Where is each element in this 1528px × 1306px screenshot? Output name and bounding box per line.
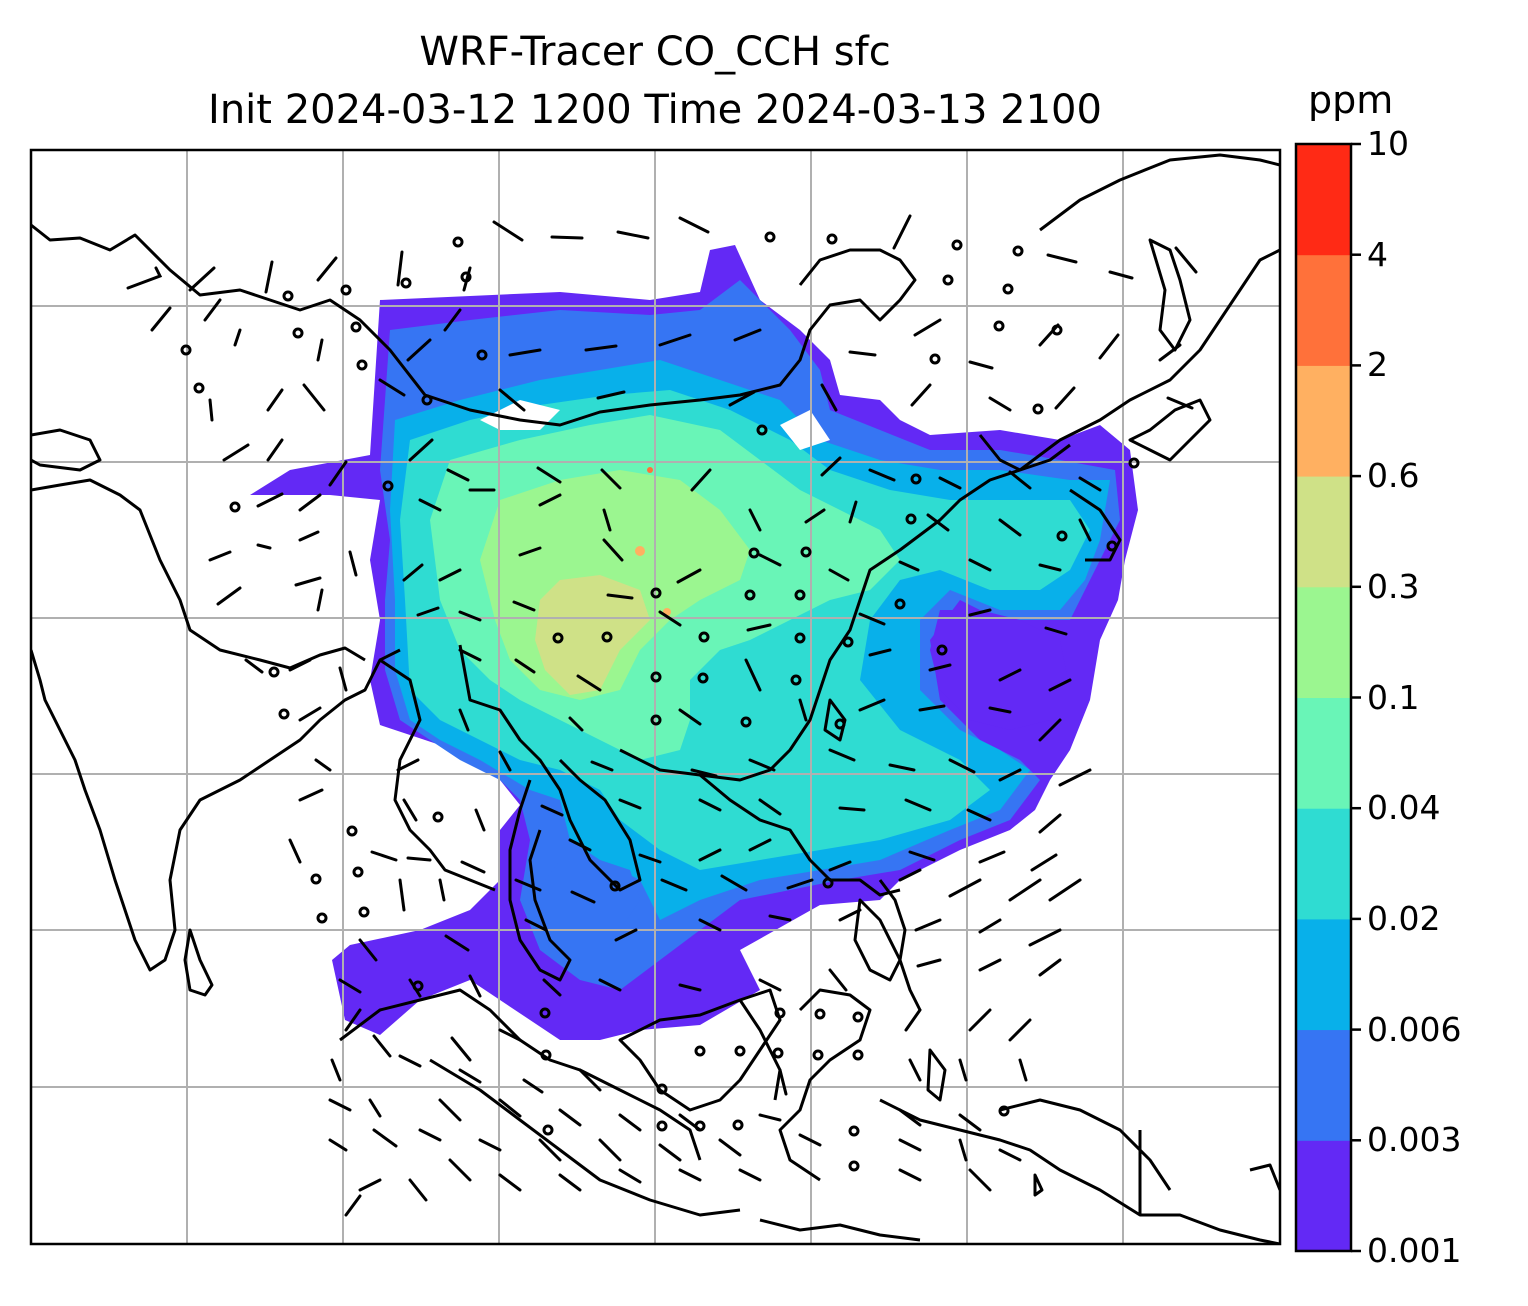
map-frame: [29, 148, 1282, 1246]
coastlines: [31, 153, 1280, 1244]
colorbar-tick-label: 0.6: [1367, 456, 1420, 496]
colorbar-tick-label: 10: [1367, 124, 1409, 163]
gridlines: [31, 150, 1280, 1244]
colorbar-swatch: [1296, 918, 1351, 1031]
tracer-field: [250, 245, 1138, 1040]
colorbar: [1294, 142, 1361, 1253]
title-line-1: WRF-Tracer CO_CCH sfc: [419, 29, 891, 75]
hotspot-0.6-c: [647, 467, 653, 473]
hotspot-0.6: [635, 546, 645, 556]
colorbar-tick-label: 0.02: [1367, 898, 1441, 938]
colorbar-swatch: [1296, 808, 1351, 920]
colorbar-tick-label: 0.1: [1367, 677, 1420, 717]
band-0.003-east: [930, 610, 1070, 730]
sea-hole-2: [780, 410, 830, 450]
colorbar-tick-label: 0.006: [1367, 1009, 1462, 1049]
colorbar-tick-label: 0.003: [1367, 1120, 1462, 1160]
title-line-2: Init 2024-03-12 1200 Time 2024-03-13 210…: [208, 87, 1102, 133]
colorbar-swatch: [1296, 144, 1351, 256]
colorbar-tick-label: 0.001: [1367, 1231, 1462, 1270]
colorbar-swatch: [1296, 254, 1351, 366]
colorbar-swatch: [1296, 697, 1351, 809]
band-0.3: [535, 575, 650, 695]
colorbar-tick-label: 4: [1367, 234, 1388, 274]
colorbar-swatch: [1296, 476, 1351, 588]
colorbar-tick-label: 2: [1367, 345, 1388, 385]
colorbar-swatch: [1296, 1029, 1351, 1141]
calm-wind-markers: [180, 231, 1140, 1172]
colorbar-swatch: [1296, 365, 1351, 477]
colorbar-swatch: [1296, 586, 1351, 698]
wind-barbs: [126, 214, 1198, 1217]
colorbar-swatch: [1296, 1140, 1351, 1252]
colorbar-tick-label: 0.04: [1367, 788, 1441, 828]
colorbar-unit-label: ppm: [1308, 78, 1394, 122]
colorbar-tick-label: 0.3: [1367, 566, 1420, 606]
